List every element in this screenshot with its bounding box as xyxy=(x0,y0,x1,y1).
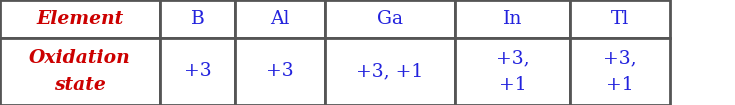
Text: +3, +1: +3, +1 xyxy=(356,62,423,81)
Bar xyxy=(0,38,160,105)
Text: In: In xyxy=(503,10,522,28)
Bar xyxy=(325,38,455,105)
Bar xyxy=(0,0,160,38)
Text: +3: +3 xyxy=(184,62,211,81)
Text: Al: Al xyxy=(270,10,290,28)
Text: +3,
+1: +3, +1 xyxy=(495,49,529,94)
Text: Ga: Ga xyxy=(377,10,403,28)
Text: +3,
+1: +3, +1 xyxy=(603,49,637,94)
Text: Oxidation
state: Oxidation state xyxy=(29,49,131,94)
Bar xyxy=(235,0,325,38)
Bar xyxy=(455,0,570,38)
Bar xyxy=(235,38,325,105)
Bar xyxy=(160,38,235,105)
Bar xyxy=(570,0,670,38)
Bar xyxy=(570,38,670,105)
Bar xyxy=(325,0,455,38)
Bar xyxy=(160,0,235,38)
Text: B: B xyxy=(190,10,204,28)
Text: +3: +3 xyxy=(266,62,294,81)
Text: Tl: Tl xyxy=(611,10,629,28)
Bar xyxy=(455,38,570,105)
Text: Element: Element xyxy=(36,10,123,28)
